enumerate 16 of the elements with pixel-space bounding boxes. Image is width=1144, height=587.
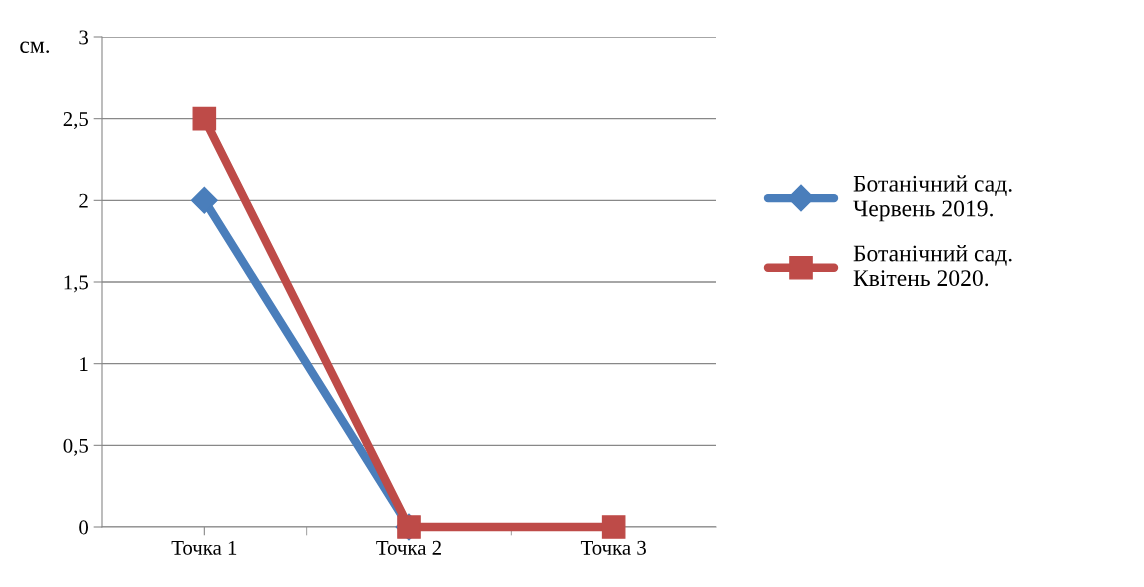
x-tick-label: Точка 3	[580, 540, 646, 555]
y-tick-label: 1	[80, 357, 88, 371]
y-tick-label: 3	[79, 30, 88, 45]
y-tick-label: 0,5	[63, 438, 88, 456]
y-tick-label: 2	[79, 193, 88, 208]
x-tick-label: Точка 2	[376, 540, 441, 555]
y-tick-label: 0	[79, 520, 89, 535]
y-tick-label: 2,5	[63, 112, 88, 130]
y-axis-title: см.	[20, 41, 50, 54]
x-tick-label: Точка 1	[171, 540, 237, 555]
legend-label: Ботанічний сад. Квітень 2020.	[853, 245, 1012, 287]
point	[190, 186, 218, 214]
point	[192, 106, 217, 131]
legend-label: Ботанічний сад. Червень 2019.	[853, 175, 1012, 222]
y-tick-label: 1,5	[64, 275, 88, 293]
point	[601, 515, 626, 539]
